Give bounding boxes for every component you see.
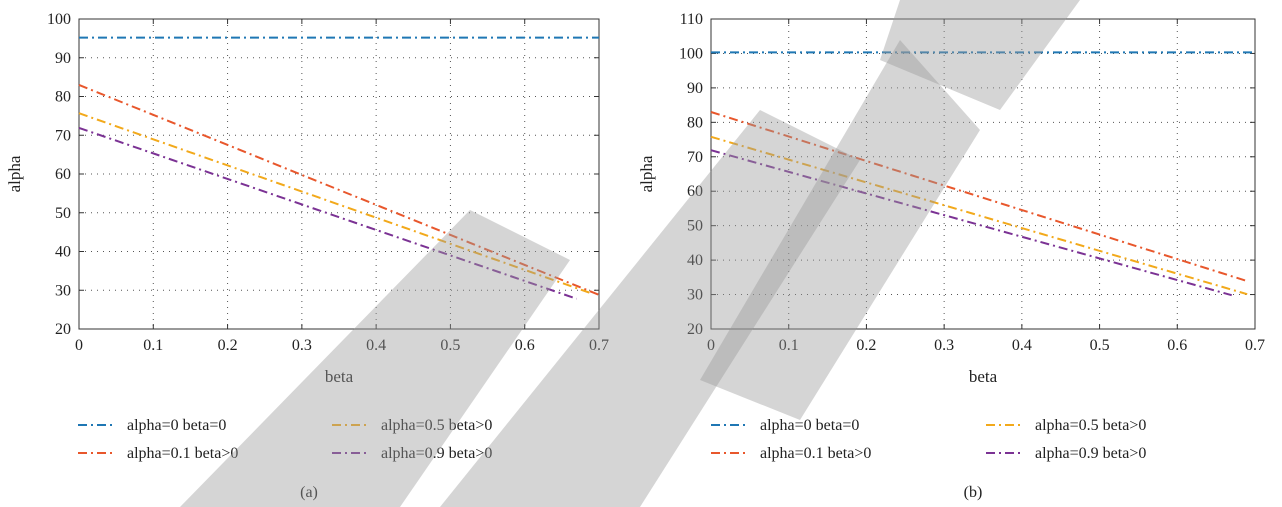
y-tick-label: 110 [680, 11, 703, 28]
series-line-4 [78, 126, 578, 300]
y-tick-label: 60 [55, 166, 71, 183]
y-tick-label: 80 [55, 89, 71, 106]
x-tick-label: 0.4 [1012, 337, 1032, 354]
panel-caption: (b) [964, 484, 983, 501]
legend-label: alpha=0.1 beta>0 [760, 445, 871, 462]
x-tick-label: 0.1 [779, 337, 799, 354]
x-tick-label: 0.5 [440, 337, 460, 354]
y-tick-label: 20 [55, 321, 71, 338]
y-tick-label: 60 [687, 183, 703, 200]
x-tick-label: 0.6 [515, 337, 535, 354]
legend-label: alpha=0 beta=0 [127, 417, 226, 434]
y-axis-label: alpha [637, 155, 656, 192]
x-tick-label: 0 [707, 337, 715, 354]
series-line-3 [78, 112, 592, 295]
series-line-2 [710, 111, 1248, 283]
chart-panel-a: 0 0.1 0.2 0.3 0.4 0.5 0.6 0.7 20 30 40 50 60 70 80 90 10… [5, 11, 609, 501]
x-tick-label: 0.2 [218, 337, 238, 354]
x-tick-label: 0.4 [366, 337, 386, 354]
legend-label: alpha=0.9 beta>0 [1035, 445, 1146, 462]
series-line-3 [710, 135, 1248, 296]
legend-label: alpha=0.5 beta>0 [381, 417, 492, 434]
y-tick-label: 20 [687, 321, 703, 338]
x-axis-label: beta [325, 367, 354, 386]
x-tick-label: 0 [75, 337, 83, 354]
x-tick-label: 0.7 [1245, 337, 1265, 354]
series-line-4 [710, 149, 1232, 297]
y-tick-label: 50 [687, 218, 703, 235]
series-line-2 [78, 83, 600, 296]
y-axis-label: alpha [5, 155, 24, 192]
x-axis-label: beta [969, 367, 998, 386]
y-tick-label: 90 [55, 50, 71, 67]
x-tick-label: 0.5 [1090, 337, 1110, 354]
y-tick-label: 70 [687, 149, 703, 166]
y-tick-label: 100 [679, 45, 703, 62]
x-tick-label: 0.1 [143, 337, 163, 354]
x-tick-label: 0.2 [856, 337, 876, 354]
y-tick-label: 30 [687, 287, 703, 304]
panel-caption: (a) [300, 484, 318, 501]
legend-label: alpha=0.9 beta>0 [381, 445, 492, 462]
plot-frame [710, 18, 1256, 330]
legend-label: alpha=0 beta=0 [760, 417, 859, 434]
x-tick-label: 0.7 [589, 337, 609, 354]
x-tick-label: 0.3 [934, 337, 954, 354]
x-tick-label: 0.3 [292, 337, 312, 354]
x-tick-label: 0.6 [1167, 337, 1187, 354]
y-tick-label: 90 [687, 80, 703, 97]
legend-label: alpha=0.5 beta>0 [1035, 417, 1146, 434]
chart-panel-b: 0 0.1 0.2 0.3 0.4 0.5 0.6 0.7 20 30 40 50 60 70 80 90 10… [637, 11, 1265, 501]
legend-label: alpha=0.1 beta>0 [127, 445, 238, 462]
y-tick-label: 70 [55, 127, 71, 144]
y-tick-label: 50 [55, 205, 71, 222]
y-tick-label: 80 [687, 114, 703, 131]
y-tick-label: 40 [55, 244, 71, 261]
y-tick-label: 30 [55, 282, 71, 299]
y-tick-label: 40 [687, 252, 703, 269]
y-tick-label: 100 [47, 11, 71, 28]
